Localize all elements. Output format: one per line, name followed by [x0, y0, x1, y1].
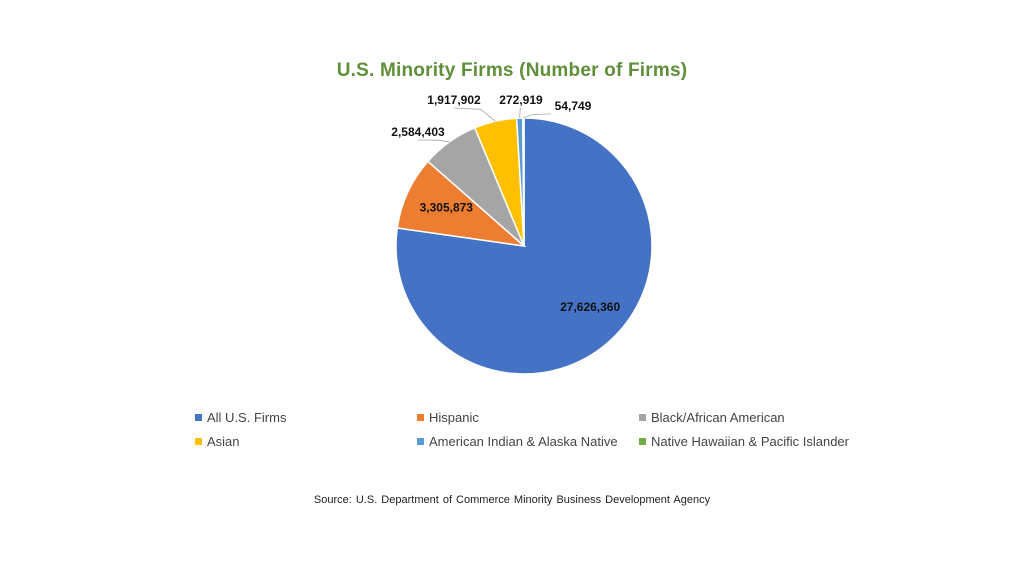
- legend-swatch-4: [195, 438, 202, 445]
- source-note: Source: U.S. Department of Commerce Mino…: [313, 494, 711, 506]
- legend-swatch-2: [417, 414, 424, 421]
- legend-item-2: Hispanic: [417, 410, 639, 425]
- legend-label-5: American Indian & Alaska Native: [429, 434, 618, 449]
- legend-item-6: Native Hawaiian & Pacific Islander: [639, 434, 895, 449]
- data-label-4: 1,917,902: [427, 93, 481, 107]
- leader-line-6: [523, 113, 552, 119]
- pie-slice-1: [395, 117, 653, 375]
- data-label-3: 2,584,403: [391, 125, 445, 139]
- legend-item-3: Black/African American: [639, 410, 895, 425]
- legend-item-5: American Indian & Alaska Native: [417, 434, 639, 449]
- data-label-2: 3,305,873: [420, 200, 474, 214]
- leader-line-5: [519, 107, 522, 119]
- legend-swatch-6: [639, 438, 646, 445]
- legend-label-4: Asian: [207, 434, 240, 449]
- leader-line-3: [417, 139, 450, 143]
- data-label-6: 54,749: [555, 99, 592, 113]
- leader-line-4: [453, 107, 496, 122]
- chart-title: U.S. Minority Firms (Number of Firms): [336, 60, 688, 81]
- legend-item-4: Asian: [195, 434, 417, 449]
- legend-swatch-3: [639, 414, 646, 421]
- legend-label-6: Native Hawaiian & Pacific Islander: [651, 434, 849, 449]
- data-label-5: 272,919: [499, 93, 543, 107]
- legend-label-1: All U.S. Firms: [207, 410, 287, 425]
- legend-label-3: Black/African American: [651, 410, 785, 425]
- legend-label-2: Hispanic: [429, 410, 479, 425]
- legend: All U.S. Firms Hispanic Black/African Amer…: [195, 410, 895, 449]
- legend-swatch-1: [195, 414, 202, 421]
- legend-swatch-5: [417, 438, 424, 445]
- data-label-1: 27,626,360: [560, 300, 620, 314]
- legend-item-1: All U.S. Firms: [195, 410, 417, 425]
